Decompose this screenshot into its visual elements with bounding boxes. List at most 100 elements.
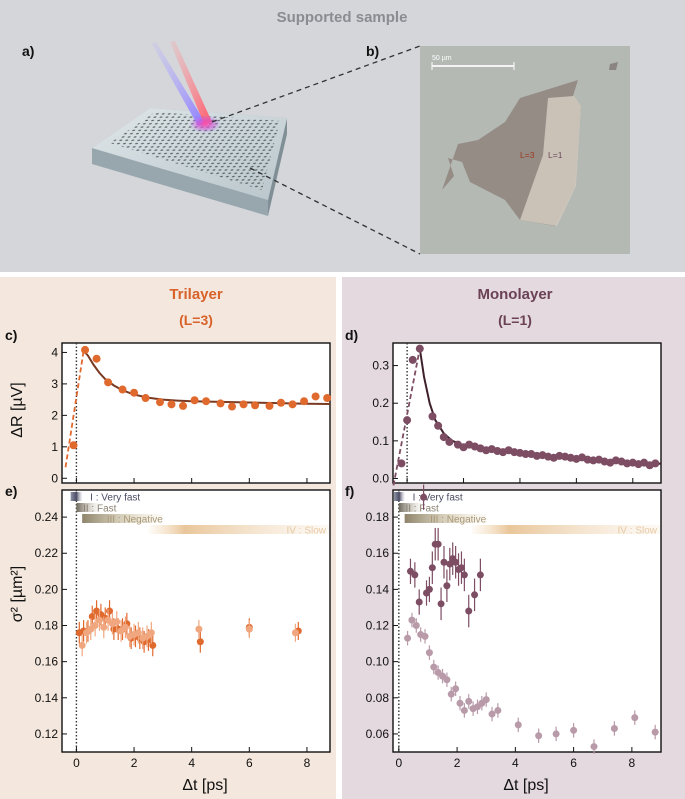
ytick-label: 0.16 <box>35 655 59 669</box>
data-point <box>411 571 419 579</box>
data-point <box>465 607 473 615</box>
ytick-label: 0.10 <box>366 655 390 669</box>
ytick-label: 0.14 <box>35 691 59 705</box>
xtick-label: 8 <box>629 756 636 770</box>
data-point <box>590 743 598 751</box>
header-title: Supported sample <box>277 9 408 26</box>
ytick-label: 0.18 <box>35 619 59 633</box>
regime-bar <box>398 503 423 512</box>
data-point <box>482 696 490 704</box>
data-point <box>202 397 211 406</box>
regime-label: I : Very fast <box>90 493 140 504</box>
data-point <box>155 398 164 407</box>
data-point <box>404 634 412 642</box>
ytick-label: 0.1 <box>372 434 389 448</box>
data-point <box>476 571 484 579</box>
data-point <box>104 378 113 387</box>
ytick-label: 0.06 <box>366 727 390 741</box>
data-point <box>100 623 108 631</box>
ytick-label: 0.20 <box>35 582 59 596</box>
data-point <box>425 585 433 593</box>
ytick-label: 0.16 <box>366 546 390 560</box>
data-point <box>179 401 188 410</box>
data-point <box>437 600 445 608</box>
regime-bar <box>76 503 100 512</box>
zoom-line-bottom <box>249 167 421 255</box>
data-point <box>190 396 199 405</box>
flake-label-L1: L=1 <box>548 150 563 160</box>
xtick-label: 8 <box>304 756 311 770</box>
data-point <box>428 412 437 421</box>
data-point <box>216 399 225 408</box>
data-point <box>651 728 659 736</box>
data-point <box>651 459 660 468</box>
data-point <box>457 564 465 572</box>
xtick-label: 6 <box>570 756 577 770</box>
rise-dashed-line <box>392 348 421 486</box>
regime-label: I : Very fast <box>413 493 463 504</box>
ytick-label: 0.12 <box>35 727 59 741</box>
panel-label-c: c) <box>5 327 17 343</box>
trilayer-title: Trilayer <box>169 286 223 303</box>
ylabel-e: σ² [µm²] <box>9 566 26 622</box>
plot-c-trilayer-reflectance: 0 1 2 3 4 <box>51 342 332 485</box>
ylabel-c: ΔR [µV] <box>9 382 26 437</box>
scalebar-label: 50 µm <box>432 55 452 62</box>
data-point <box>408 616 416 624</box>
data-point <box>452 685 460 693</box>
data-point <box>95 616 103 624</box>
data-point <box>121 623 129 631</box>
data-point <box>488 710 496 718</box>
xtick-label: 2 <box>454 756 461 770</box>
ytick-label: 0.2 <box>372 396 389 410</box>
data-point <box>239 400 248 409</box>
xlabel-f: Δt [ps] <box>503 777 548 794</box>
data-point <box>552 730 560 738</box>
panel-label-a: a) <box>22 43 34 59</box>
data-point <box>397 459 406 468</box>
data-point <box>631 714 639 722</box>
data-point <box>149 641 157 649</box>
xtick-label: 4 <box>188 756 195 770</box>
data-point <box>460 571 468 579</box>
regime-bar <box>148 525 329 534</box>
data-point <box>415 344 424 353</box>
rise-dashed-line <box>64 350 85 468</box>
xtick-label: 4 <box>512 756 519 770</box>
ytick-label: 0.3 <box>372 359 389 373</box>
data-point <box>195 625 203 633</box>
ytick-label: 0.24 <box>35 510 59 524</box>
plot-area <box>61 342 331 484</box>
plot-e-trilayer-variance: 0.12 0.14 0.16 0.18 0.20 0.22 0.24 0 2 4 6 8 I : Ver… <box>35 489 331 770</box>
data-point <box>141 394 150 403</box>
data-point <box>251 401 260 410</box>
data-point <box>323 394 332 403</box>
laser-spot-icon <box>189 115 221 133</box>
ytick-label: 0.18 <box>366 510 390 524</box>
data-point <box>428 564 436 572</box>
data-point <box>535 732 543 740</box>
data-point <box>434 540 442 548</box>
trilayer-subtitle: (L=3) <box>179 312 213 328</box>
data-point <box>147 629 155 637</box>
plot-d-monolayer-reflectance: 0.0 0.1 0.2 0.3 <box>372 342 662 486</box>
data-point <box>425 649 433 657</box>
data-point <box>78 641 86 649</box>
ytick-label: 0.14 <box>366 582 390 596</box>
sample-illustration <box>92 41 287 216</box>
data-point <box>412 622 420 630</box>
laser-beam-red-icon <box>170 41 212 124</box>
data-point <box>521 450 530 459</box>
data-point <box>452 558 460 566</box>
data-point <box>465 697 473 705</box>
data-point <box>277 398 286 407</box>
data-point <box>610 725 618 733</box>
plot-f-monolayer-variance: 0.06 0.08 0.10 0.12 0.14 0.16 0.18 0 2 4 6 8 I : Ver… <box>366 484 662 770</box>
data-point <box>439 433 448 442</box>
data-point <box>81 345 90 354</box>
data-point <box>408 355 417 364</box>
regime-bar <box>70 492 83 501</box>
data-point <box>134 629 142 637</box>
xtick-label: 6 <box>246 756 253 770</box>
